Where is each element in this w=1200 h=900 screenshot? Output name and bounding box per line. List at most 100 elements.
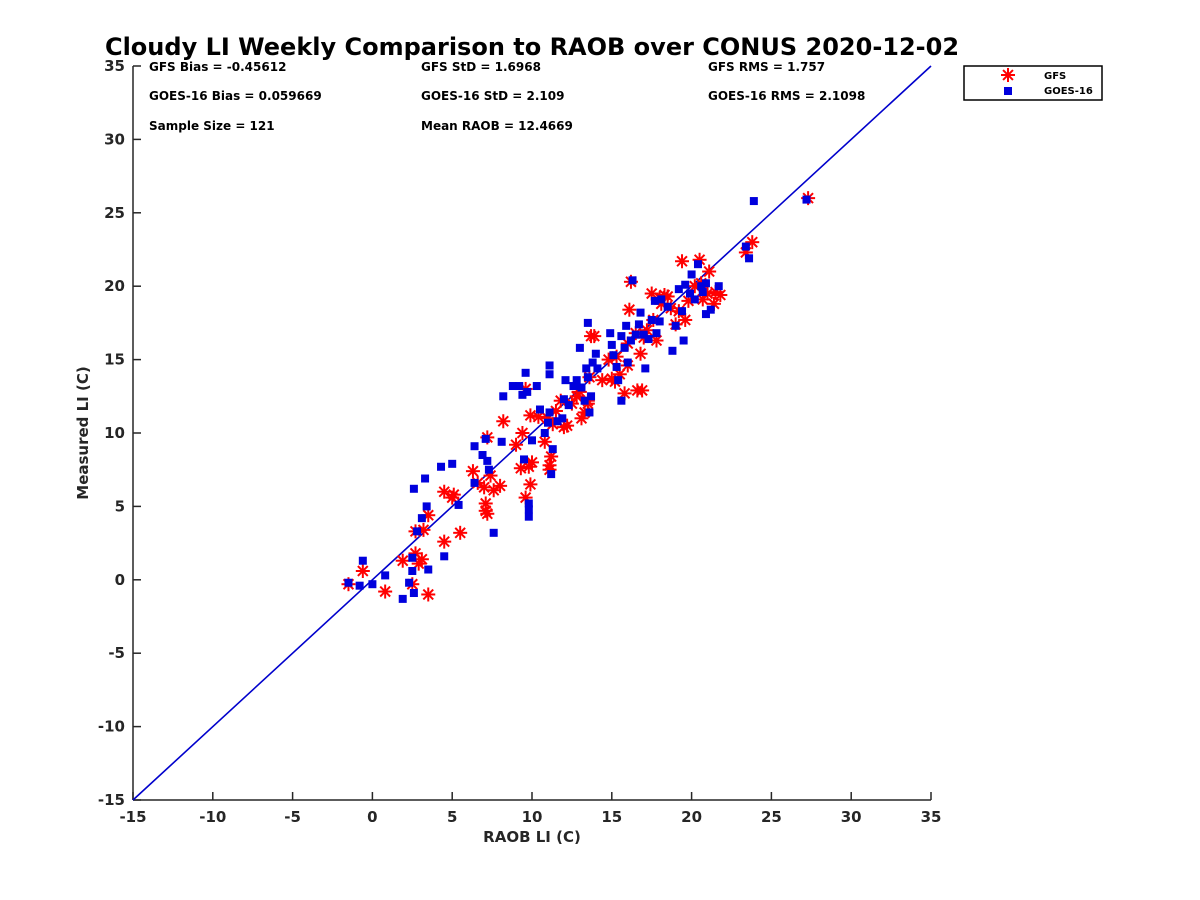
y-tick-label: 10 (104, 424, 125, 442)
goes16-point (582, 364, 591, 373)
goes16-point (745, 254, 754, 263)
goes16-point (448, 459, 457, 468)
goes16-point (540, 429, 549, 437)
gfs-point (437, 534, 452, 549)
goes16-point (518, 390, 527, 399)
goes16-point (408, 553, 417, 562)
goes16-point (674, 285, 683, 294)
goes16-point (698, 288, 707, 297)
goes16-point (497, 437, 506, 446)
x-tick-label: 15 (601, 808, 622, 826)
goes16-point (528, 436, 536, 445)
stat-goes-rms: GOES-16 RMS = 2.1098 (708, 89, 865, 103)
goes16-point (617, 396, 626, 405)
goes16-point (545, 361, 554, 370)
goes16-point (593, 364, 602, 373)
goes16-point (548, 445, 557, 454)
gfs-point (713, 288, 728, 303)
gfs-point (523, 477, 538, 492)
gfs-point (678, 312, 693, 327)
goes16-point (663, 302, 672, 311)
gfs-point (395, 553, 410, 568)
axes: -15 -10 -5 0 5 10 15 20 25 30 35 -15 -10 -5 0 5 10 15 20 25… (98, 57, 942, 826)
gfs-point (355, 563, 370, 578)
gfs-point (480, 506, 495, 521)
goes16-point (614, 376, 623, 385)
goes16-point (413, 527, 422, 536)
goes16-point (561, 376, 570, 385)
goes16-point (681, 280, 690, 289)
goes16-point (575, 343, 584, 352)
y-tick-label: 35 (104, 57, 125, 75)
goes16-point (657, 295, 666, 304)
legend-gfs-label: GFS (1044, 71, 1066, 82)
gfs-point (478, 496, 493, 511)
goes16-point (520, 455, 529, 464)
goes16-point (620, 343, 629, 352)
x-axis-label: RAOB LI (C) (483, 828, 581, 846)
stat-goes-std: GOES-16 StD = 2.109 (421, 89, 564, 103)
gfs-point (622, 302, 637, 317)
gfs-point (587, 329, 602, 344)
legend-goes-marker (1004, 87, 1012, 95)
y-tick-label: 20 (104, 277, 125, 295)
goes16-point (535, 405, 544, 414)
goes16-point (408, 566, 417, 575)
gfs-point (635, 383, 650, 398)
goes16-point (628, 276, 637, 285)
goes16-point (521, 368, 530, 377)
legend-box (963, 65, 1103, 101)
goes16-point (470, 478, 479, 487)
goes16-point (612, 362, 621, 371)
goes16-point (547, 470, 556, 479)
goes16-point (679, 336, 688, 345)
x-tick-label: -10 (199, 808, 226, 826)
goes16-point (437, 462, 446, 471)
goes16-point (358, 556, 367, 565)
gfs-point (493, 478, 508, 493)
gfs-point (644, 286, 659, 301)
reference-line (132, 65, 932, 801)
gfs-point (465, 464, 480, 479)
x-tick-label: -5 (284, 808, 301, 826)
goes16-point (489, 528, 498, 537)
goes16-point (609, 351, 618, 360)
legend-gfs-asterisk (1001, 68, 1015, 82)
goes16-point (583, 318, 592, 327)
goes16-point (749, 197, 758, 206)
y-tick-label: 0 (115, 571, 125, 589)
goes16-point (481, 434, 490, 443)
goes16-point (580, 396, 589, 405)
goes16-point (545, 408, 554, 417)
goes16-point (636, 308, 645, 317)
gfs-point (702, 264, 717, 279)
goes16-point (631, 330, 640, 339)
legend-goes-label: GOES-16 (1044, 86, 1093, 97)
goes16-point (693, 260, 702, 269)
gfs-point (414, 552, 429, 567)
x-tick-label: 20 (681, 808, 702, 826)
goes16-point (454, 500, 463, 509)
series-goes16 (344, 195, 811, 603)
goes16-point (585, 408, 594, 417)
gfs-point (421, 587, 436, 602)
goes16-point (650, 296, 659, 305)
goes16-point (440, 552, 449, 561)
goes16-point (626, 336, 635, 345)
goes16-point (706, 305, 715, 314)
goes16-point (553, 417, 562, 426)
goes16-point (409, 589, 418, 598)
y-tick-label: 30 (104, 130, 125, 148)
goes16-point (686, 289, 695, 298)
stat-mean-raob: Mean RAOB = 12.4669 (421, 119, 573, 133)
goes16-point (639, 330, 648, 339)
stat-sample-size: Sample Size = 121 (149, 119, 275, 133)
gfs-point (544, 449, 559, 464)
gfs-point (513, 461, 528, 476)
goes16-point (741, 242, 750, 251)
stat-gfs-rms: GFS RMS = 1.757 (708, 60, 825, 74)
goes16-point (559, 395, 568, 404)
goes16-point (422, 502, 431, 511)
goes16-point (623, 358, 632, 367)
gfs-point (675, 254, 690, 269)
